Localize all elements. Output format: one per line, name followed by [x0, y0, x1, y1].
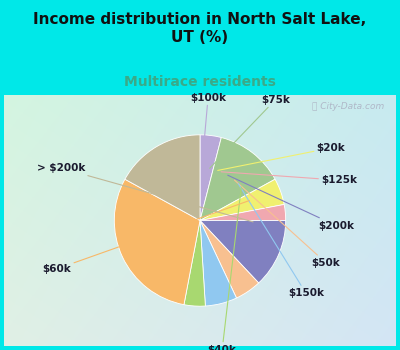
Text: $125k: $125k — [221, 172, 357, 185]
Wedge shape — [200, 220, 286, 283]
Wedge shape — [200, 135, 221, 220]
Text: > $200k: > $200k — [37, 163, 253, 222]
Text: $20k: $20k — [218, 143, 346, 170]
Text: Multirace residents: Multirace residents — [124, 75, 276, 89]
Wedge shape — [114, 179, 200, 304]
Text: $40k: $40k — [208, 187, 241, 350]
Text: ⓘ City-Data.com: ⓘ City-Data.com — [312, 102, 384, 111]
Text: $100k: $100k — [190, 92, 226, 167]
Wedge shape — [200, 138, 275, 220]
Text: $150k: $150k — [238, 184, 324, 298]
Wedge shape — [200, 204, 286, 220]
Text: $200k: $200k — [228, 175, 354, 231]
Text: $75k: $75k — [210, 94, 290, 168]
Wedge shape — [184, 220, 205, 306]
Text: Income distribution in North Salt Lake,
UT (%): Income distribution in North Salt Lake, … — [33, 12, 367, 45]
Wedge shape — [200, 220, 236, 306]
Wedge shape — [200, 179, 284, 220]
Wedge shape — [200, 220, 259, 298]
Wedge shape — [125, 135, 200, 220]
Text: $50k: $50k — [234, 180, 340, 268]
Text: $60k: $60k — [42, 201, 249, 274]
